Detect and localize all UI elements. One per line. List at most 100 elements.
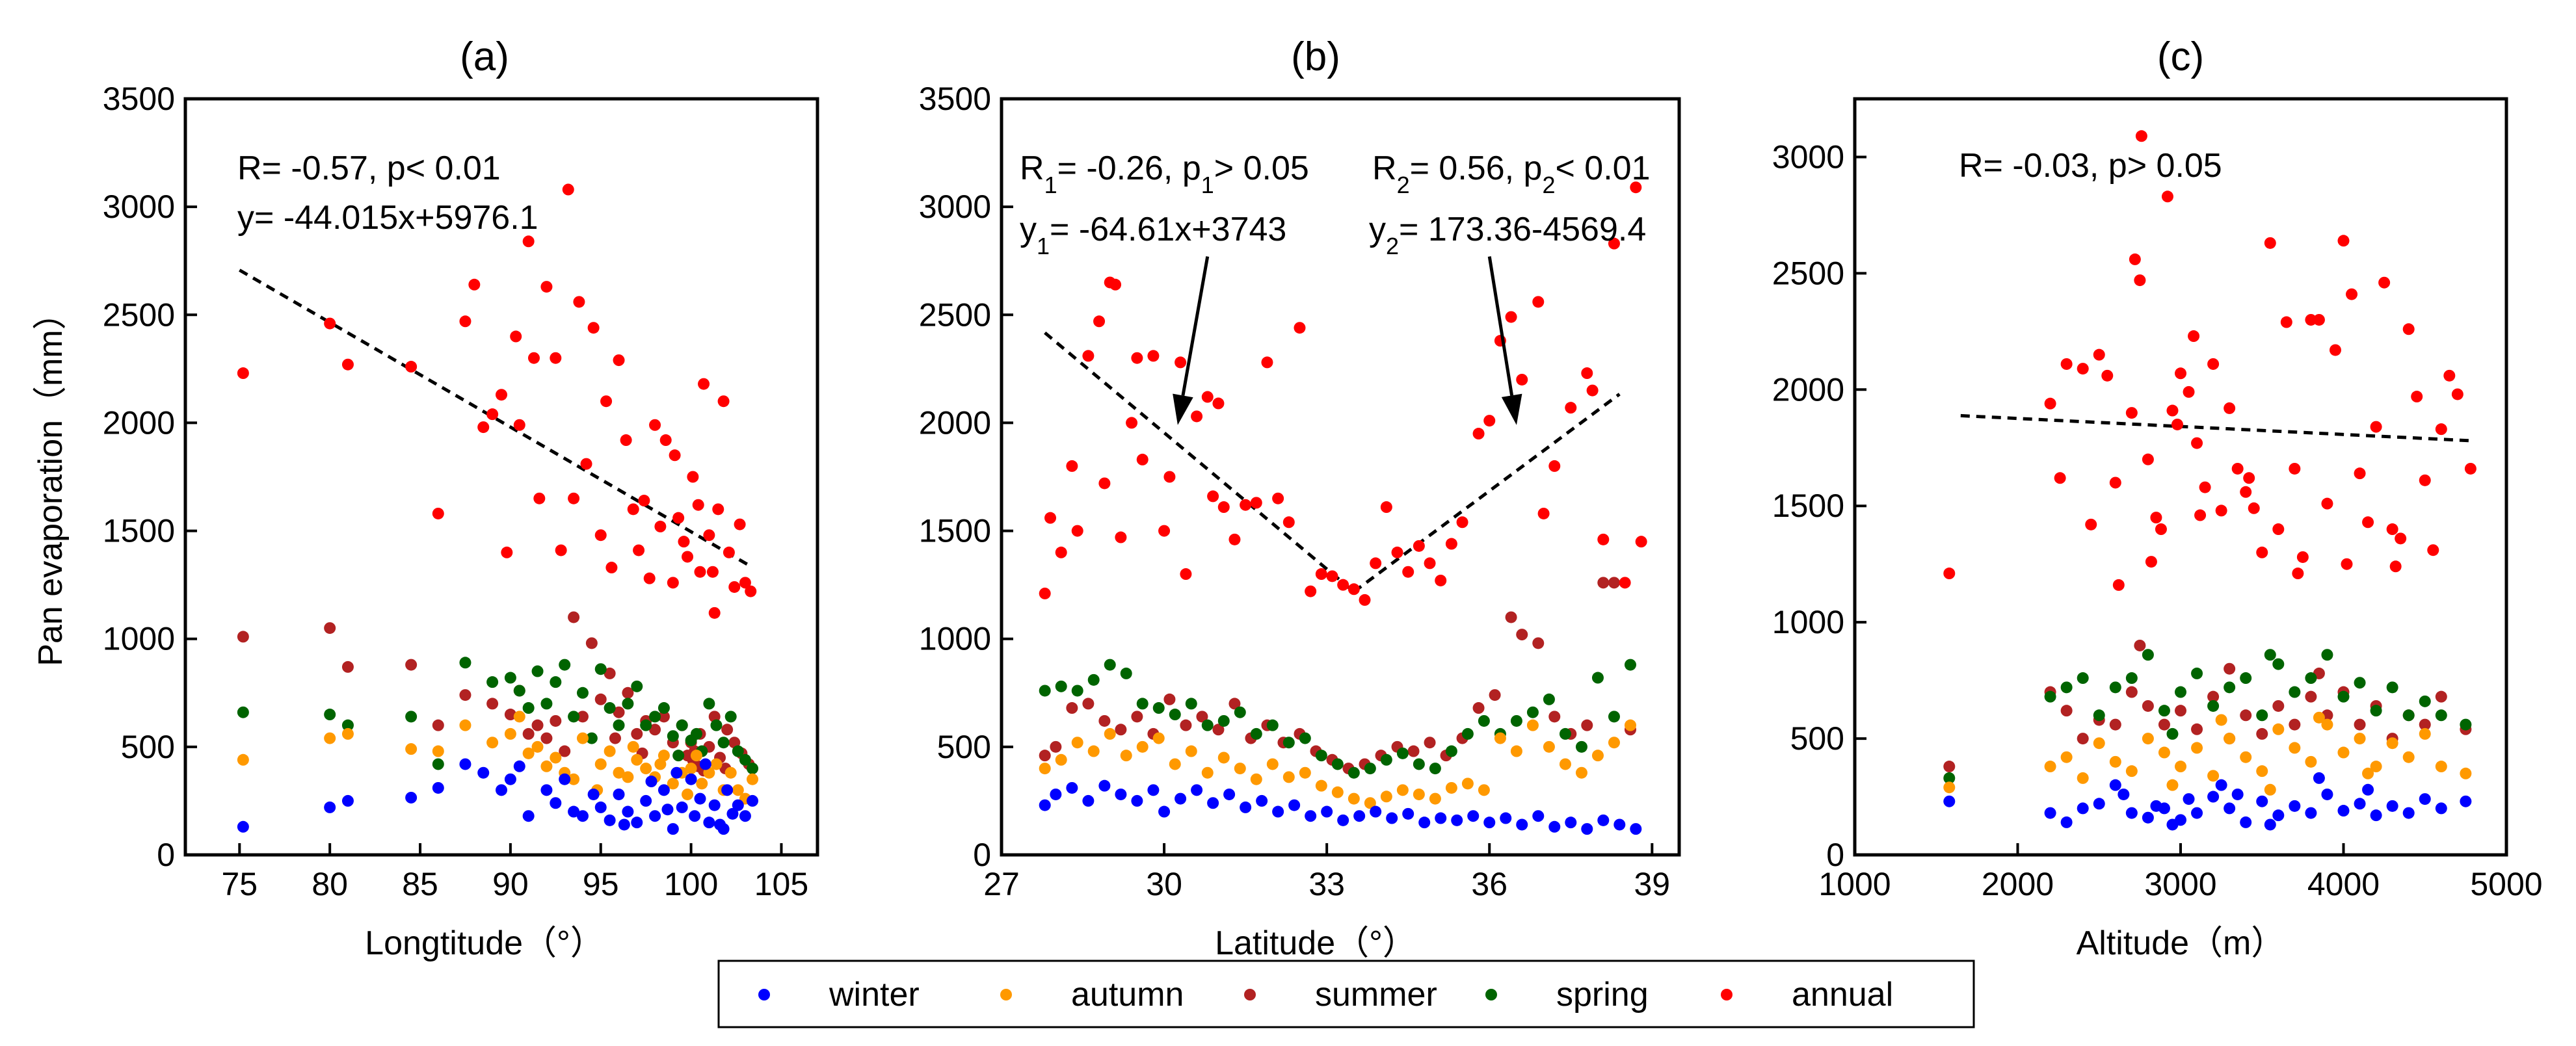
point-spring xyxy=(1152,702,1165,714)
point-summer xyxy=(2256,727,2268,740)
point-autumn xyxy=(1282,771,1295,783)
point-spring xyxy=(2419,695,2431,707)
point-annual xyxy=(2109,477,2121,489)
point-spring xyxy=(1055,680,1067,692)
point-winter xyxy=(1353,810,1366,822)
point-winter xyxy=(513,760,525,772)
point-summer xyxy=(522,727,535,740)
point-autumn xyxy=(1396,784,1409,796)
panel-a-ylabel: Pan evaporation（mm） xyxy=(32,296,70,666)
point-autumn xyxy=(1039,763,1051,775)
point-annual xyxy=(2207,358,2220,370)
point-autumn xyxy=(1559,758,1571,770)
point-autumn xyxy=(2460,767,2472,779)
point-winter xyxy=(1158,805,1171,818)
point-annual xyxy=(550,352,562,364)
point-annual xyxy=(2427,544,2439,556)
point-autumn xyxy=(654,758,667,770)
point-summer xyxy=(2109,718,2121,731)
point-autumn xyxy=(1413,788,1425,800)
point-annual xyxy=(2134,274,2146,287)
point-annual xyxy=(620,434,632,447)
point-annual xyxy=(1456,516,1468,529)
point-autumn xyxy=(1494,732,1506,744)
point-summer xyxy=(1228,698,1241,710)
point-autumn xyxy=(667,778,679,790)
point-spring xyxy=(531,665,544,677)
point-annual xyxy=(2402,323,2415,335)
point-autumn xyxy=(1185,745,1197,757)
point-spring xyxy=(2224,681,2236,694)
point-autumn xyxy=(1380,791,1392,803)
point-autumn xyxy=(2158,746,2170,759)
point-autumn xyxy=(459,719,471,731)
legend-marker-autumn xyxy=(1000,989,1012,1000)
point-summer xyxy=(486,698,499,710)
point-annual xyxy=(1537,507,1550,519)
point-summer xyxy=(1050,740,1062,753)
point-annual xyxy=(1207,490,1219,503)
point-annual xyxy=(1635,536,1647,548)
point-spring xyxy=(2060,681,2073,694)
point-autumn xyxy=(710,758,723,770)
point-annual xyxy=(1071,525,1083,537)
x-tick-label: 30 xyxy=(1146,866,1182,902)
point-annual xyxy=(562,183,574,196)
point-spring xyxy=(1087,673,1100,686)
point-winter xyxy=(568,805,580,818)
point-spring xyxy=(2337,690,2350,703)
point-autumn xyxy=(2337,746,2350,759)
point-winter xyxy=(1597,814,1610,826)
point-spring xyxy=(1169,709,1181,721)
point-annual xyxy=(728,581,741,593)
point-annual xyxy=(2313,313,2325,326)
point-winter xyxy=(618,818,630,831)
point-annual xyxy=(1228,533,1241,545)
point-annual xyxy=(1066,460,1078,472)
point-annual xyxy=(501,546,513,558)
x-tick-label: 33 xyxy=(1308,866,1345,902)
point-annual xyxy=(587,322,600,334)
point-summer xyxy=(631,727,643,740)
point-summer xyxy=(1597,577,1610,589)
point-spring xyxy=(1591,672,1604,684)
point-annual xyxy=(1402,566,1414,578)
point-annual xyxy=(2435,423,2447,436)
point-winter xyxy=(1435,812,1447,824)
point-spring xyxy=(2354,677,2366,689)
point-spring xyxy=(1136,698,1149,710)
point-annual xyxy=(1565,402,1577,414)
y-tick-label: 0 xyxy=(973,837,991,873)
point-summer xyxy=(568,611,580,623)
point-winter xyxy=(1039,799,1051,811)
point-autumn xyxy=(531,740,544,753)
x-tick-label: 27 xyxy=(983,866,1020,902)
point-annual xyxy=(1315,568,1327,581)
point-autumn xyxy=(2240,751,2252,763)
point-annual xyxy=(1413,540,1425,552)
point-annual xyxy=(2215,504,2227,517)
point-autumn xyxy=(2175,761,2186,773)
point-spring xyxy=(703,698,715,710)
point-autumn xyxy=(2435,761,2447,773)
point-autumn xyxy=(696,778,708,790)
point-winter xyxy=(689,810,701,822)
panel-b-frame xyxy=(1000,97,1681,857)
point-annual xyxy=(2085,518,2097,530)
point-annual xyxy=(1082,350,1095,362)
point-annual xyxy=(1175,356,1187,369)
point-winter xyxy=(522,810,535,822)
point-autumn xyxy=(1331,786,1344,798)
point-annual xyxy=(1272,492,1284,504)
point-annual xyxy=(1147,350,1160,362)
point-annual xyxy=(1516,373,1528,386)
point-spring xyxy=(1461,727,1474,740)
y-tick-label: 3000 xyxy=(919,189,991,225)
point-winter xyxy=(604,814,616,826)
point-annual xyxy=(2354,467,2366,480)
point-autumn xyxy=(1266,758,1279,770)
point-annual xyxy=(324,317,336,330)
point-winter xyxy=(657,784,670,796)
arrow-head xyxy=(1501,393,1522,425)
legend-marker-summer xyxy=(1244,989,1256,1000)
